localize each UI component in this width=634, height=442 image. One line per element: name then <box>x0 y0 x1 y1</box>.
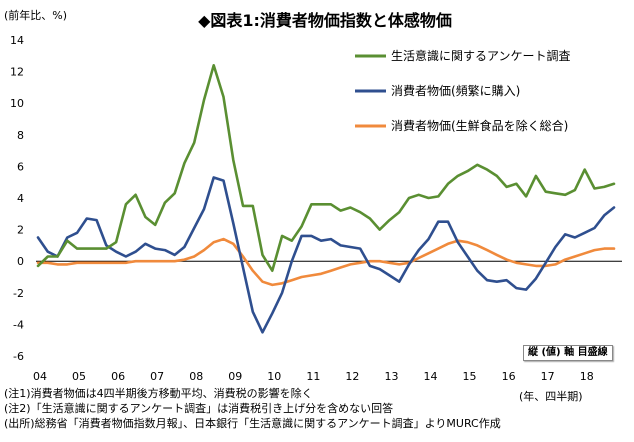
x-tick-label: 09 <box>228 370 242 383</box>
y-axis-unit-label: (前年比、%) <box>4 9 68 22</box>
x-tick-label: 12 <box>345 370 359 383</box>
y-tick-label: -2 <box>13 287 24 300</box>
y-tick-label: 8 <box>17 129 24 142</box>
y-tick-label: 0 <box>17 255 24 268</box>
x-tick-label: 14 <box>424 370 438 383</box>
footnote-source: (出所)総務省「消費者物価指数月報」、日本銀行「生活意識に関するアンケート調査」… <box>4 417 501 430</box>
line-chart: ◆図表1:消費者物価指数と体感物価 14 12 10 8 6 4 2 0 -2 -4 -6 04 05… <box>10 11 622 383</box>
x-tick-label: 05 <box>72 370 86 383</box>
series-line-1 <box>36 64 616 273</box>
y-tick-label: 4 <box>17 192 24 205</box>
y-tick-label: -4 <box>13 318 24 331</box>
x-tick-label: 11 <box>306 370 320 383</box>
y-axis-ticks: 14 12 10 8 6 4 2 0 -2 -4 -6 <box>10 34 24 363</box>
x-tick-label: 06 <box>111 370 125 383</box>
y-tick-label: 12 <box>10 66 24 79</box>
chart-title: ◆図表1:消費者物価指数と体感物価 <box>198 11 452 30</box>
y-tick-label: 2 <box>17 224 24 237</box>
footnotes: (注1)消費者物価は4四半期後方移動平均、消費税の影響を除く (注2)「生活意識… <box>4 386 501 431</box>
series-line-2 <box>36 176 616 334</box>
series-lines <box>36 64 616 334</box>
x-tick-label: 16 <box>502 370 516 383</box>
y-tick-label: 10 <box>10 97 24 110</box>
legend-label: 消費者物価(頻繁に購入) <box>391 83 520 98</box>
x-axis-unit-label: (年、四半期) <box>519 390 583 403</box>
x-tick-label: 17 <box>541 370 555 383</box>
footnote-2: (注2)「生活意識に関するアンケート調査」は消費税引き上げ分を含めない回答 <box>4 402 394 415</box>
y-tick-label: -6 <box>13 350 24 363</box>
x-tick-label: 15 <box>463 370 477 383</box>
legend-label: 消費者物価(生鮮食品を除く総合) <box>391 118 568 133</box>
y-tick-label: 14 <box>10 34 24 47</box>
x-tick-label: 04 <box>33 370 47 383</box>
legend-label: 生活意識に関するアンケート調査 <box>391 48 571 63</box>
x-tick-label: 10 <box>267 370 281 383</box>
x-tick-label: 18 <box>580 370 594 383</box>
footnote-1: (注1)消費者物価は4四半期後方移動平均、消費税の影響を除く <box>4 387 313 400</box>
series-line-3 <box>36 237 616 287</box>
x-tick-label: 13 <box>384 370 398 383</box>
x-tick-label: 08 <box>189 370 203 383</box>
axis-gridline-tooltip: 縦 (値) 軸 目盛線 <box>523 345 613 361</box>
x-axis-ticks: 04 05 06 07 08 09 10 11 12 13 14 15 16 17 18 <box>33 370 594 383</box>
x-tick-label: 07 <box>150 370 164 383</box>
y-tick-label: 6 <box>17 160 24 173</box>
